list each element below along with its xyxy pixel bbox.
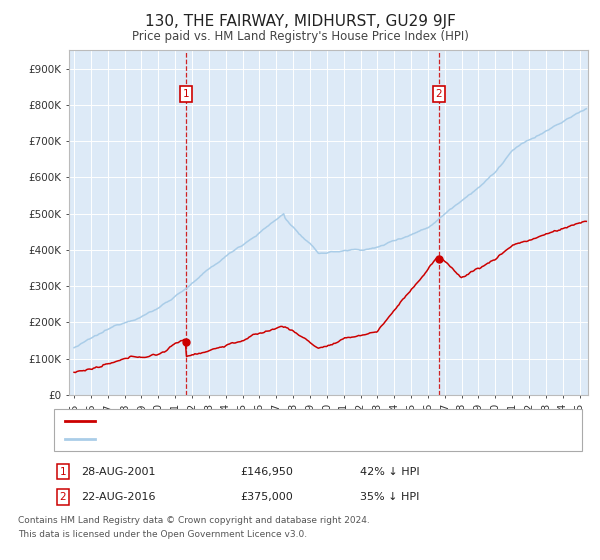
Text: £146,950: £146,950	[240, 466, 293, 477]
Text: 42% ↓ HPI: 42% ↓ HPI	[360, 466, 419, 477]
Text: 2: 2	[436, 89, 442, 99]
Text: 1: 1	[183, 89, 190, 99]
Text: Contains HM Land Registry data © Crown copyright and database right 2024.
This d: Contains HM Land Registry data © Crown c…	[18, 516, 370, 539]
Text: 35% ↓ HPI: 35% ↓ HPI	[360, 492, 419, 502]
Text: 22-AUG-2016: 22-AUG-2016	[81, 492, 155, 502]
Text: 130, THE FAIRWAY, MIDHURST, GU29 9JF: 130, THE FAIRWAY, MIDHURST, GU29 9JF	[145, 14, 455, 29]
Text: 28-AUG-2001: 28-AUG-2001	[81, 466, 155, 477]
Text: 2: 2	[59, 492, 67, 502]
Text: Price paid vs. HM Land Registry's House Price Index (HPI): Price paid vs. HM Land Registry's House …	[131, 30, 469, 43]
Text: £375,000: £375,000	[240, 492, 293, 502]
Text: 1: 1	[59, 466, 67, 477]
Text: 130, THE FAIRWAY, MIDHURST, GU29 9JF (detached house): 130, THE FAIRWAY, MIDHURST, GU29 9JF (de…	[99, 416, 404, 426]
Text: HPI: Average price, detached house, Chichester: HPI: Average price, detached house, Chic…	[99, 434, 348, 444]
